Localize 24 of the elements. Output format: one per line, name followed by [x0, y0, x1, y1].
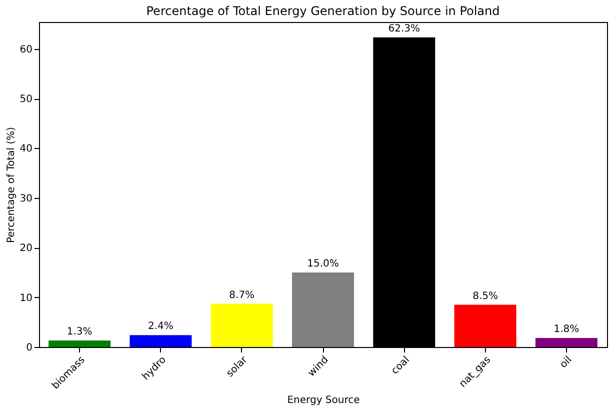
- data-label: 2.4%: [148, 321, 174, 332]
- y-tick-label: 60: [20, 44, 32, 56]
- bar: [454, 304, 516, 347]
- data-label: 1.3%: [66, 326, 92, 338]
- data-label: 8.5%: [472, 290, 498, 302]
- y-axis-title: Percentage of Total (%): [6, 126, 17, 244]
- bar: [48, 340, 111, 347]
- y-tick-label: 50: [20, 94, 32, 106]
- y-tick-label: 20: [20, 243, 32, 254]
- bar: [210, 304, 273, 347]
- data-label: 1.8%: [554, 324, 580, 336]
- data-label: 8.7%: [229, 290, 255, 301]
- data-label: 62.3%: [388, 23, 420, 34]
- chart-title: Percentage of Total Energy Generation by Source in Poland: [146, 4, 500, 18]
- y-tick-label: 30: [20, 193, 32, 204]
- bar: [130, 335, 192, 347]
- x-axis-title: Energy Source: [287, 394, 360, 406]
- bar: [535, 338, 598, 347]
- bar: [292, 272, 354, 347]
- data-label: 15.0%: [307, 258, 339, 270]
- x-tick-label: oil: [558, 354, 574, 371]
- y-tick-label: 40: [20, 144, 32, 155]
- y-tick-label: 0: [26, 342, 32, 354]
- y-tick-label: 10: [20, 292, 32, 304]
